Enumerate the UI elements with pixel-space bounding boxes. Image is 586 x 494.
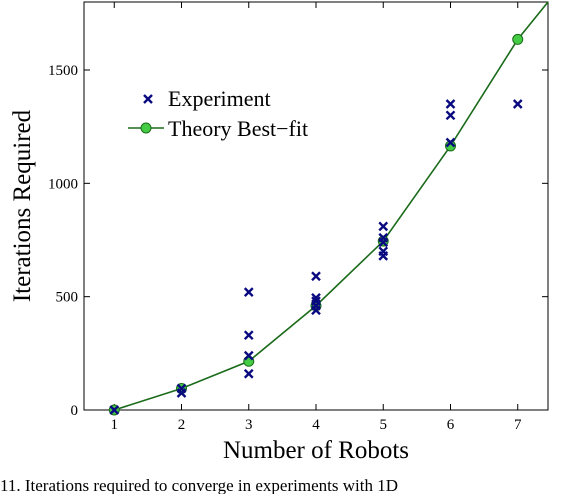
x-axis-title: Number of Robots bbox=[223, 437, 409, 464]
cross-stroke bbox=[378, 221, 389, 232]
experiment-point bbox=[445, 110, 456, 121]
axis-ticks bbox=[84, 2, 548, 411]
experiment-point bbox=[243, 330, 254, 341]
cross-stroke bbox=[243, 287, 254, 297]
cross-stroke bbox=[109, 405, 120, 415]
x-tick-label: 3 bbox=[245, 417, 253, 433]
cross-stroke bbox=[311, 271, 321, 282]
experiment-point bbox=[243, 368, 254, 379]
legend: Experiment Theory Best−fit bbox=[128, 86, 308, 141]
plot-frame bbox=[83, 1, 549, 411]
x-tick-label: 5 bbox=[379, 417, 387, 433]
y-tick-label: 1000 bbox=[48, 176, 78, 192]
experiment-point bbox=[243, 350, 254, 361]
theory-point bbox=[512, 33, 524, 45]
experiment-point bbox=[311, 271, 321, 282]
experiment-point bbox=[311, 296, 321, 307]
experiment-point bbox=[445, 99, 456, 109]
legend-label-experiment: Experiment bbox=[168, 86, 271, 111]
experiment-point bbox=[109, 405, 120, 415]
cross-stroke bbox=[445, 110, 456, 121]
experiment-point bbox=[176, 383, 187, 394]
cross-stroke bbox=[445, 137, 456, 148]
cross-stroke bbox=[378, 232, 389, 243]
legend-circle bbox=[140, 122, 152, 134]
experiment-point bbox=[378, 232, 389, 243]
y-axis-title: Iterations Required bbox=[9, 109, 36, 302]
x-tick-label: 4 bbox=[312, 417, 320, 433]
cross-stroke bbox=[512, 99, 523, 109]
experiment-point bbox=[378, 246, 389, 257]
legend-marker-experiment bbox=[143, 94, 153, 104]
experiment-point bbox=[512, 99, 523, 109]
y-tick-label: 1500 bbox=[48, 63, 78, 79]
series bbox=[108, 1, 549, 416]
cross-stroke bbox=[243, 330, 254, 341]
x-tick-label: 2 bbox=[178, 417, 186, 433]
cross-stroke bbox=[311, 292, 321, 303]
figure-caption: 11. Iterations required to converge in e… bbox=[0, 478, 398, 494]
chart: 1 2 3 4 5 6 7 0 500 1000 1500 Number of Robots It… bbox=[9, 1, 549, 464]
experiment-point bbox=[378, 221, 389, 232]
cross-stroke bbox=[176, 383, 187, 394]
theory-line bbox=[114, 1, 549, 411]
legend-marker-theory bbox=[128, 122, 164, 134]
cross-stroke bbox=[143, 94, 153, 104]
y-tick-labels: 0 500 1000 1500 bbox=[48, 63, 78, 419]
cross-stroke bbox=[445, 99, 456, 109]
legend-cross bbox=[143, 94, 153, 104]
x-tick-label: 7 bbox=[514, 417, 522, 433]
x-tick-label: 1 bbox=[111, 417, 119, 433]
cross-stroke bbox=[243, 350, 254, 361]
experiment-point bbox=[243, 287, 254, 297]
cross-stroke bbox=[243, 368, 254, 379]
y-tick-label: 0 bbox=[71, 403, 79, 419]
y-tick-label: 500 bbox=[56, 290, 79, 306]
experiment-point bbox=[311, 292, 321, 303]
plot-area bbox=[83, 1, 549, 411]
x-tick-labels: 1 2 3 4 5 6 7 bbox=[111, 417, 522, 433]
experiment-point bbox=[445, 137, 456, 148]
x-tick-label: 6 bbox=[447, 417, 455, 433]
cross-stroke bbox=[311, 296, 321, 307]
legend-label-theory: Theory Best−fit bbox=[168, 116, 308, 141]
cross-stroke bbox=[378, 246, 389, 257]
